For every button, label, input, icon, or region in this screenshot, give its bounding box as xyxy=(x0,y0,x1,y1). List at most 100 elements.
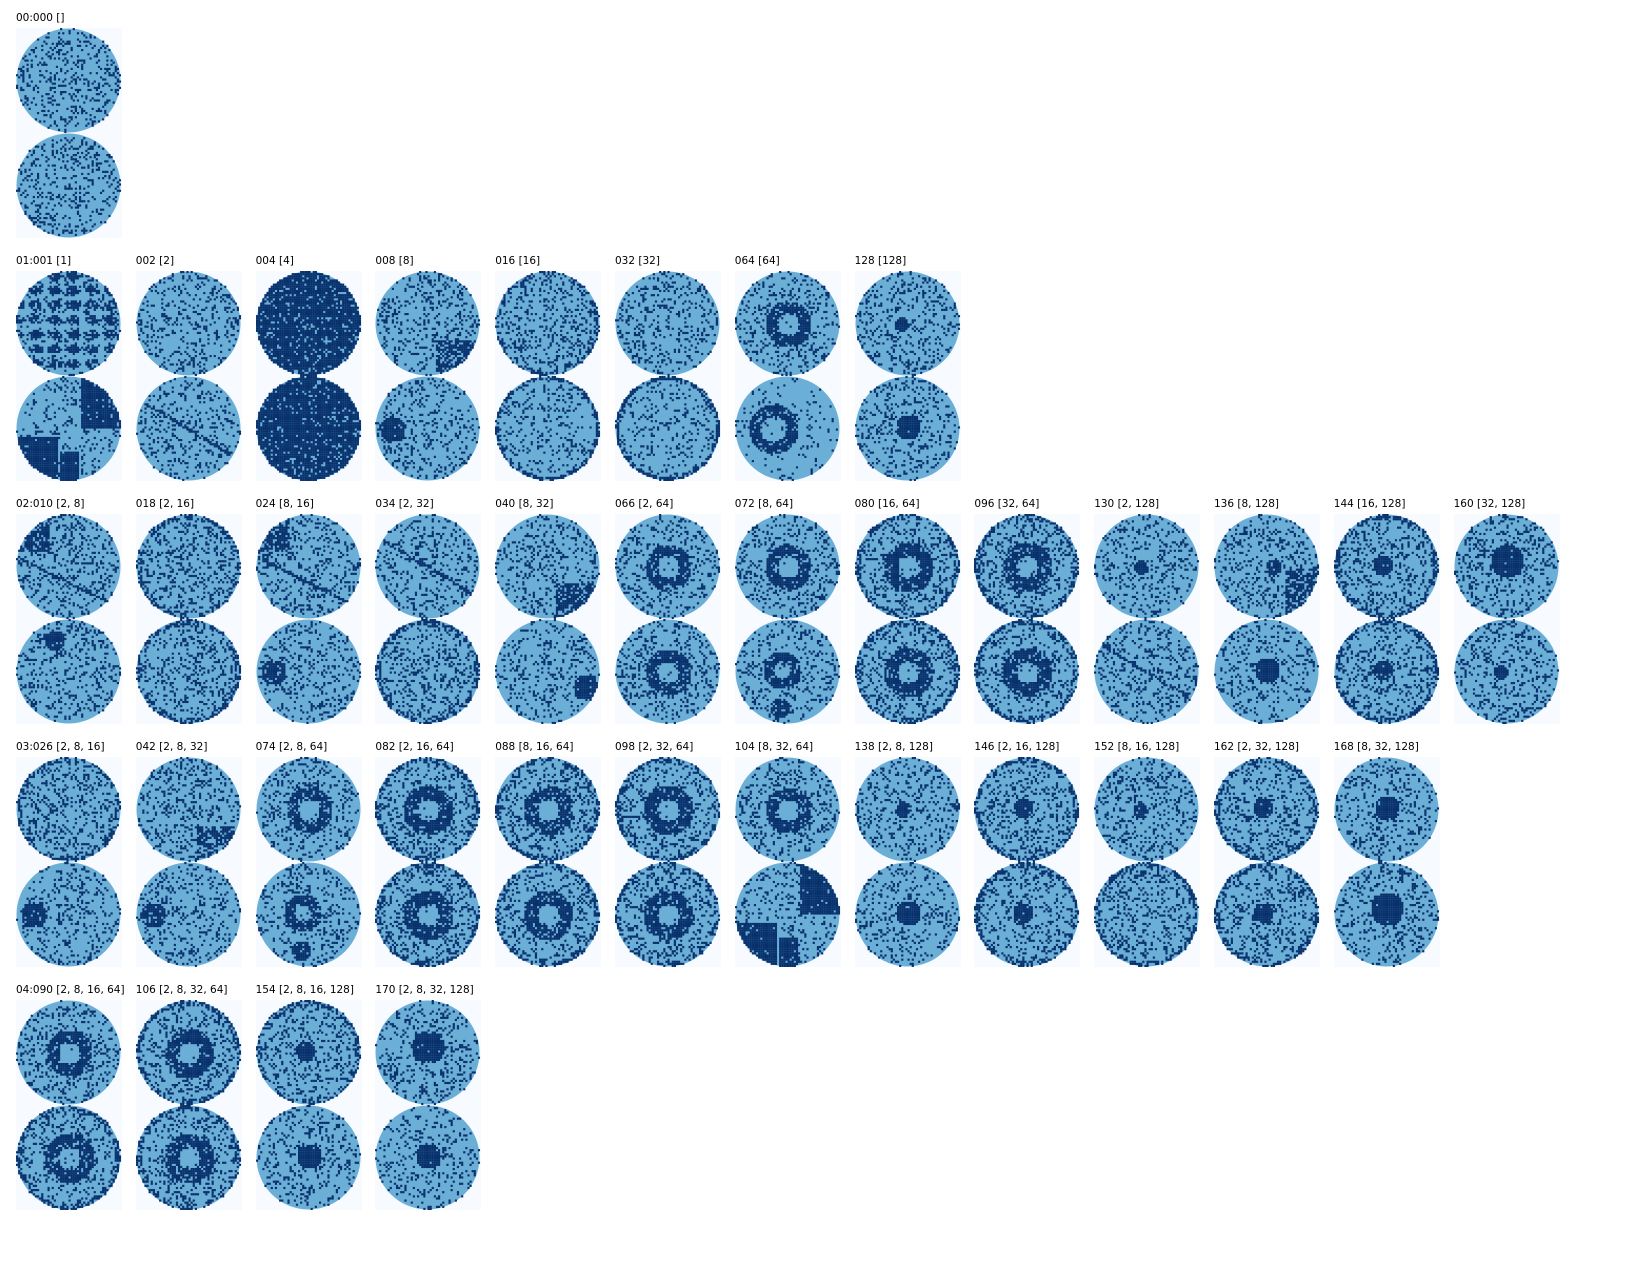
disc-pair-image xyxy=(1094,757,1200,967)
disc-pair-image xyxy=(375,1000,481,1210)
panel-label: 146 [2, 16, 128] xyxy=(974,741,1059,754)
disc-pair-image xyxy=(735,271,841,481)
disc-pair-image xyxy=(855,757,961,967)
panel-label: 136 [8, 128] xyxy=(1214,498,1279,511)
image-panel: 104 [8, 32, 64] xyxy=(735,741,841,971)
panel-label: 130 [2, 128] xyxy=(1094,498,1159,511)
image-panel: 082 [2, 16, 64] xyxy=(375,741,481,971)
panel-label: 066 [2, 64] xyxy=(615,498,673,511)
panel-label: 168 [8, 32, 128] xyxy=(1334,741,1419,754)
disc-pair-image xyxy=(495,514,601,724)
disc-pair-image xyxy=(16,514,122,724)
disc-pair-image xyxy=(16,28,122,238)
disc-pair-image xyxy=(375,514,481,724)
image-panel: 066 [2, 64] xyxy=(615,498,721,728)
disc-pair-image xyxy=(16,271,122,481)
disc-pair-image xyxy=(375,271,481,481)
image-panel: 130 [2, 128] xyxy=(1094,498,1200,728)
image-panel: 002 [2] xyxy=(136,255,242,485)
disc-pair-image xyxy=(256,514,362,724)
image-panel: 096 [32, 64] xyxy=(974,498,1080,728)
panel-label: 034 [2, 32] xyxy=(375,498,433,511)
panel-label: 016 [16] xyxy=(495,255,540,268)
disc-pair-image xyxy=(136,757,242,967)
panel-label: 02:010 [2, 8] xyxy=(16,498,85,511)
image-panel: 064 [64] xyxy=(735,255,841,485)
image-panel: 00:000 [] xyxy=(16,12,122,242)
disc-pair-image xyxy=(1334,757,1440,967)
disc-pair-image xyxy=(615,757,721,967)
image-panel: 160 [32, 128] xyxy=(1454,498,1560,728)
panel-label: 096 [32, 64] xyxy=(974,498,1039,511)
disc-pair-image xyxy=(495,271,601,481)
disc-pair-image xyxy=(1334,514,1440,724)
panel-label: 072 [8, 64] xyxy=(735,498,793,511)
image-panel: 128 [128] xyxy=(855,255,961,485)
panel-label: 074 [2, 8, 64] xyxy=(256,741,328,754)
image-panel: 080 [16, 64] xyxy=(855,498,961,728)
panel-label: 160 [32, 128] xyxy=(1454,498,1526,511)
image-panel: 042 [2, 8, 32] xyxy=(136,741,242,971)
panel-label: 144 [16, 128] xyxy=(1334,498,1406,511)
disc-pair-image xyxy=(855,271,961,481)
disc-pair-image xyxy=(256,757,362,967)
disc-pair-image xyxy=(495,757,601,967)
image-panel: 098 [2, 32, 64] xyxy=(615,741,721,971)
image-panel: 03:026 [2, 8, 16] xyxy=(16,741,122,971)
image-panel: 168 [8, 32, 128] xyxy=(1334,741,1440,971)
image-panel: 146 [2, 16, 128] xyxy=(974,741,1080,971)
panel-label: 106 [2, 8, 32, 64] xyxy=(136,984,228,997)
panel-label: 098 [2, 32, 64] xyxy=(615,741,693,754)
disc-pair-image xyxy=(136,514,242,724)
panel-label: 004 [4] xyxy=(256,255,294,268)
panel-label: 01:001 [1] xyxy=(16,255,71,268)
disc-pair-image xyxy=(136,1000,242,1210)
image-panel: 04:090 [2, 8, 16, 64] xyxy=(16,984,122,1214)
disc-pair-image xyxy=(735,757,841,967)
panel-label: 040 [8, 32] xyxy=(495,498,553,511)
image-panel: 138 [2, 8, 128] xyxy=(855,741,961,971)
image-panel: 162 [2, 32, 128] xyxy=(1214,741,1320,971)
image-panel: 072 [8, 64] xyxy=(735,498,841,728)
image-panel: 170 [2, 8, 32, 128] xyxy=(375,984,481,1214)
disc-pair-image xyxy=(1214,757,1320,967)
panel-label: 03:026 [2, 8, 16] xyxy=(16,741,105,754)
panel-label: 024 [8, 16] xyxy=(256,498,314,511)
panel-label: 002 [2] xyxy=(136,255,174,268)
panel-label: 008 [8] xyxy=(375,255,413,268)
disc-pair-image xyxy=(1214,514,1320,724)
panel-label: 104 [8, 32, 64] xyxy=(735,741,813,754)
image-panel: 074 [2, 8, 64] xyxy=(256,741,362,971)
disc-pair-image xyxy=(256,1000,362,1210)
image-panel: 154 [2, 8, 16, 128] xyxy=(256,984,362,1214)
image-panel: 040 [8, 32] xyxy=(495,498,601,728)
image-panel: 144 [16, 128] xyxy=(1334,498,1440,728)
panel-label: 032 [32] xyxy=(615,255,660,268)
disc-pair-image xyxy=(136,271,242,481)
panel-label: 162 [2, 32, 128] xyxy=(1214,741,1299,754)
panel-label: 04:090 [2, 8, 16, 64] xyxy=(16,984,125,997)
disc-pair-image xyxy=(16,1000,122,1210)
image-panel: 016 [16] xyxy=(495,255,601,485)
disc-pair-image xyxy=(735,514,841,724)
disc-pair-image xyxy=(974,757,1080,967)
image-panel: 152 [8, 16, 128] xyxy=(1094,741,1200,971)
image-panel: 018 [2, 16] xyxy=(136,498,242,728)
panel-label: 138 [2, 8, 128] xyxy=(855,741,933,754)
panel-label: 00:000 [] xyxy=(16,12,64,25)
disc-pair-image xyxy=(974,514,1080,724)
image-panel: 024 [8, 16] xyxy=(256,498,362,728)
panel-label: 082 [2, 16, 64] xyxy=(375,741,453,754)
disc-pair-image xyxy=(16,757,122,967)
image-panel: 032 [32] xyxy=(615,255,721,485)
panel-label: 170 [2, 8, 32, 128] xyxy=(375,984,473,997)
image-panel: 004 [4] xyxy=(256,255,362,485)
panel-label: 154 [2, 8, 16, 128] xyxy=(256,984,354,997)
panel-label: 064 [64] xyxy=(735,255,780,268)
disc-pair-image xyxy=(256,271,362,481)
image-panel: 02:010 [2, 8] xyxy=(16,498,122,728)
panel-label: 128 [128] xyxy=(855,255,907,268)
disc-pair-image xyxy=(1094,514,1200,724)
image-panel: 106 [2, 8, 32, 64] xyxy=(136,984,242,1214)
image-panel: 136 [8, 128] xyxy=(1214,498,1320,728)
